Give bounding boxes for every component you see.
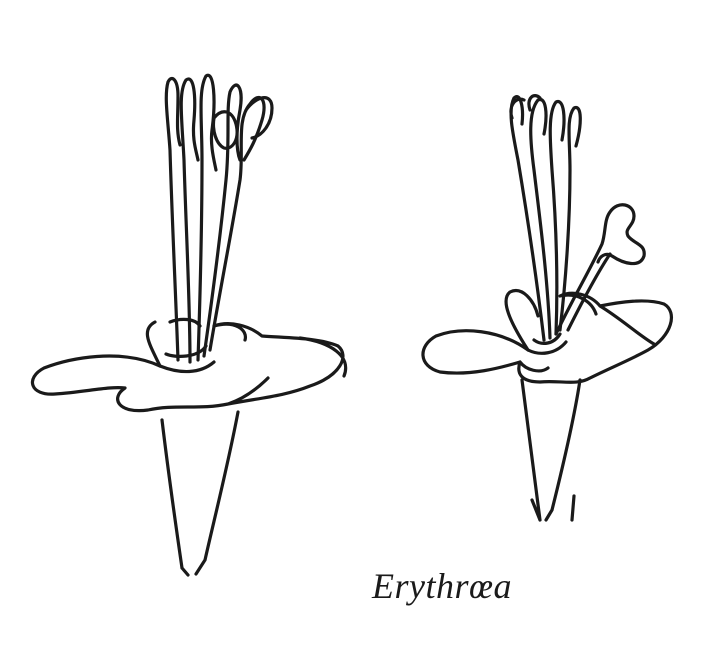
right-flower	[421, 94, 674, 522]
right-flower-throat	[526, 332, 568, 355]
left-flower-stamens	[164, 73, 274, 364]
right-flower-stalk	[520, 378, 582, 522]
figure-caption: Erythrœa	[372, 566, 513, 606]
right-flower-pistil	[554, 203, 646, 336]
left-flower-stalk	[160, 410, 240, 577]
left-flower	[30, 73, 348, 577]
right-flower-stamens	[509, 94, 582, 342]
left-flower-petals	[30, 317, 348, 413]
